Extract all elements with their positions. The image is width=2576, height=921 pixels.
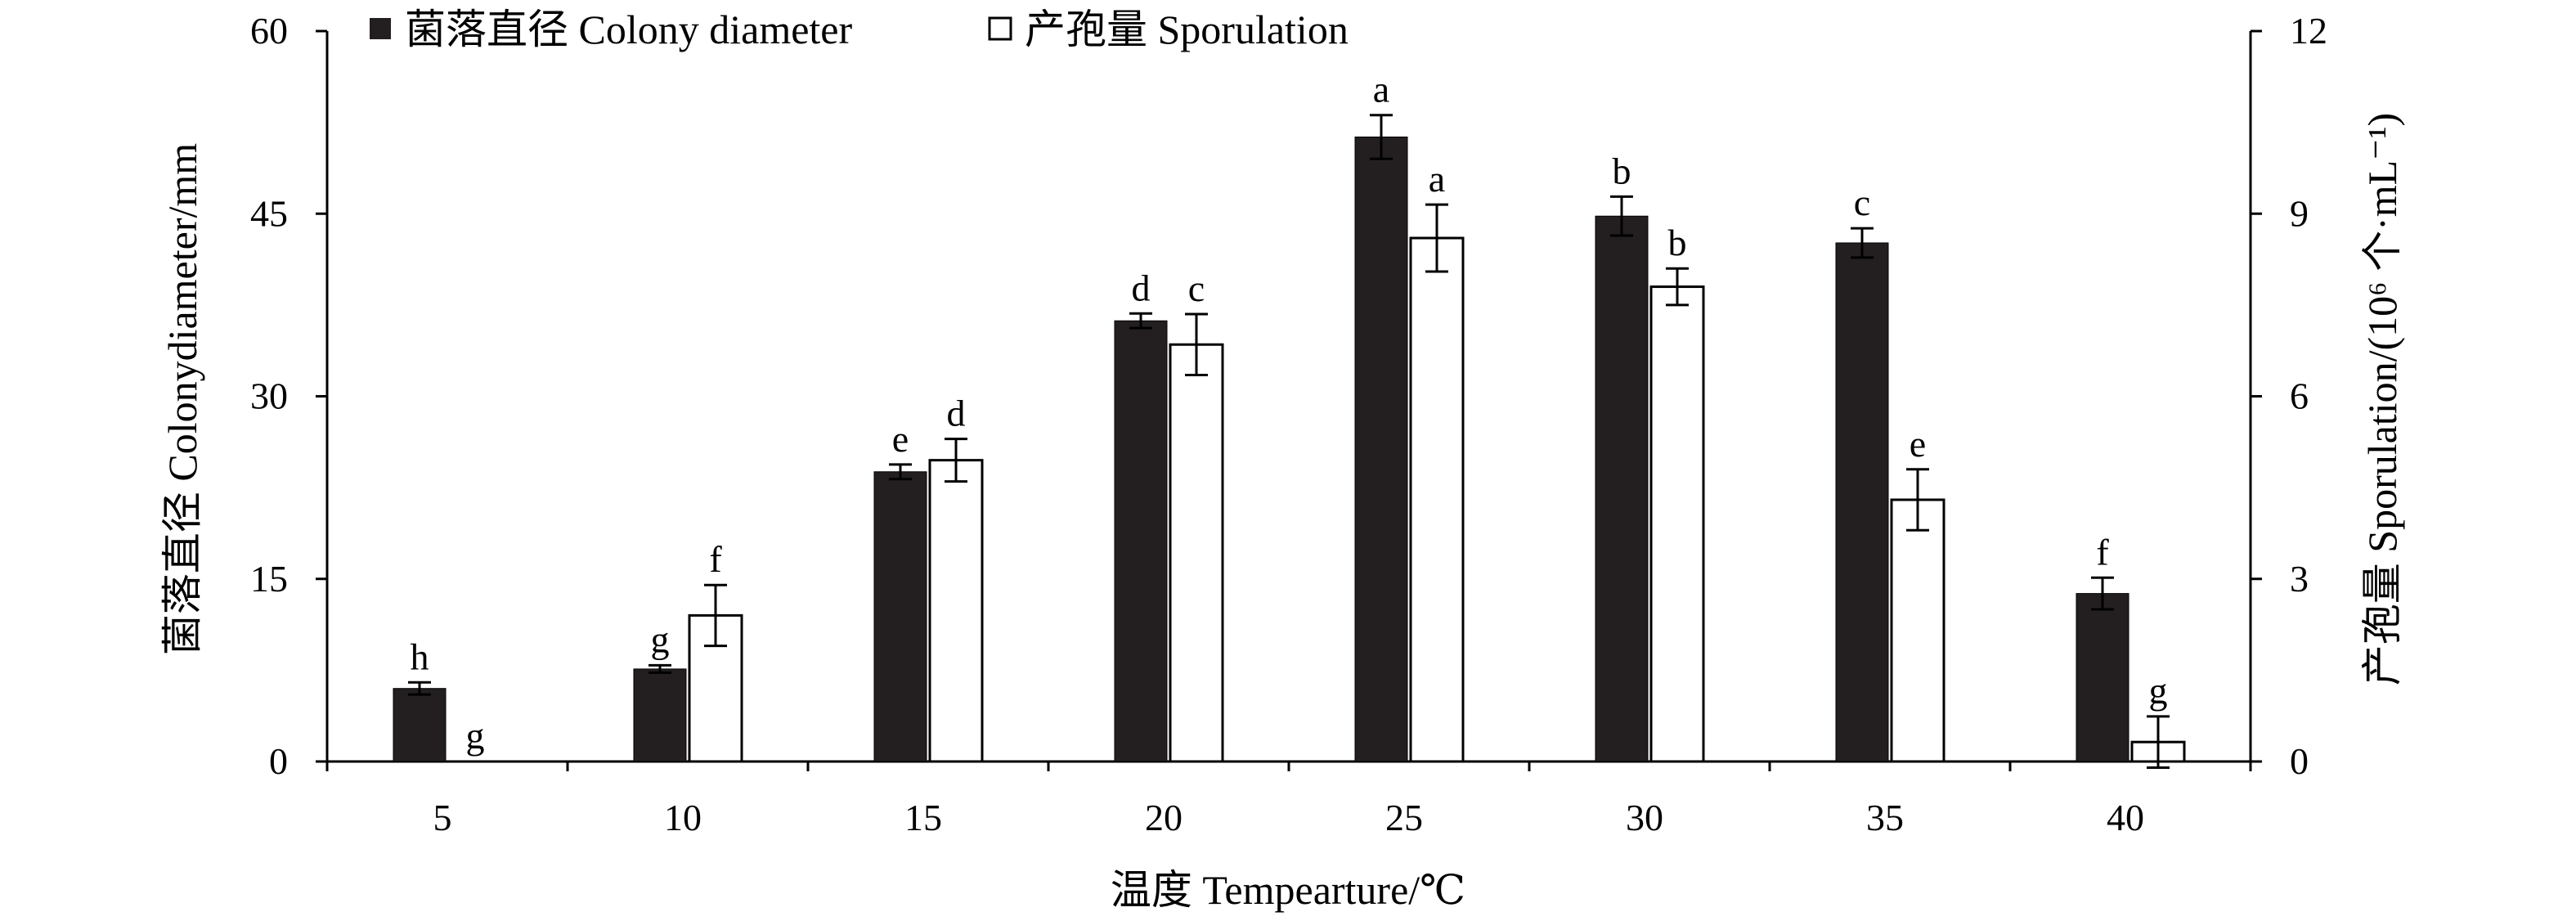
x-tick-label: 25 <box>1385 797 1423 838</box>
bar-colony-diameter <box>873 471 927 762</box>
y-axis-title-right: 产孢量 Sporulation/(10⁶ 个·mL⁻¹) <box>2359 113 2405 685</box>
significance-label: g <box>651 618 670 660</box>
x-tick-label: 40 <box>2107 797 2144 838</box>
significance-label: c <box>1854 182 1870 223</box>
significance-label: b <box>1668 222 1687 263</box>
x-tick-label: 15 <box>904 797 942 838</box>
bar-colony-diameter <box>1354 136 1408 762</box>
chart-axes: 0 15 30 45 60 0 3 6 9 12 5 10 15 20 25 30 35 40 <box>250 10 2327 838</box>
y-tick-label-left: 0 <box>269 740 288 782</box>
x-tick-label: 10 <box>664 797 702 838</box>
significance-label: d <box>947 393 966 434</box>
chart-legend: 菌落直径 Colony diameter 产孢量 Sporulation <box>370 7 1349 52</box>
bar-colony-diameter <box>393 688 447 762</box>
significance-label: g <box>466 715 485 757</box>
bar-sporulation <box>1649 285 1705 763</box>
y-tick-label-right: 3 <box>2290 558 2309 600</box>
y-axis-title-left: 菌落直径 Colonydiameter/mm <box>159 143 205 655</box>
significance-label: g <box>2149 670 2168 712</box>
significance-label: b <box>1613 150 1631 191</box>
bar-sporulation <box>1409 236 1465 763</box>
x-axis-title: 温度 Tempearture/℃ <box>1111 867 1465 913</box>
significance-label: f <box>709 538 722 580</box>
significance-label: e <box>892 418 909 460</box>
legend-label-colony: 菌落直径 Colony diameter <box>405 7 852 52</box>
bar-colony-diameter <box>633 668 687 762</box>
y-tick-label-left: 30 <box>250 375 288 417</box>
significance-label: h <box>411 636 429 677</box>
y-tick-label-right: 9 <box>2290 192 2309 234</box>
significance-label: f <box>2096 531 2109 573</box>
significance-label: a <box>1373 69 1389 110</box>
bar-colony-diameter <box>1835 242 1889 762</box>
x-tick-label: 5 <box>433 797 452 838</box>
bar-sporulation <box>1890 498 1945 763</box>
x-tick-label: 30 <box>1626 797 1663 838</box>
significance-label: c <box>1188 267 1205 309</box>
bar-colony-diameter <box>1114 320 1168 762</box>
significance-label: d <box>1132 267 1151 308</box>
legend-label-sporulation: 产孢量 Sporulation <box>1025 7 1349 52</box>
y-tick-label-left: 45 <box>250 192 288 234</box>
y-tick-label-left: 15 <box>250 558 288 600</box>
bar-sporulation <box>928 459 984 763</box>
x-tick-label: 35 <box>1866 797 1904 838</box>
bar-colony-diameter <box>2076 593 2129 762</box>
bar-sporulation <box>1169 343 1224 763</box>
significance-label: e <box>1910 423 1926 465</box>
legend-swatch-colony <box>370 18 391 39</box>
x-tick-label: 20 <box>1145 797 1183 838</box>
y-tick-label-right: 6 <box>2290 375 2309 417</box>
bar-colony-diameter <box>1595 215 1649 762</box>
y-tick-label-right: 12 <box>2290 10 2327 52</box>
legend-swatch-sporulation <box>988 16 1012 41</box>
y-tick-label-right: 0 <box>2290 740 2309 782</box>
y-tick-label-left: 60 <box>250 10 288 52</box>
significance-label: a <box>1429 158 1445 200</box>
